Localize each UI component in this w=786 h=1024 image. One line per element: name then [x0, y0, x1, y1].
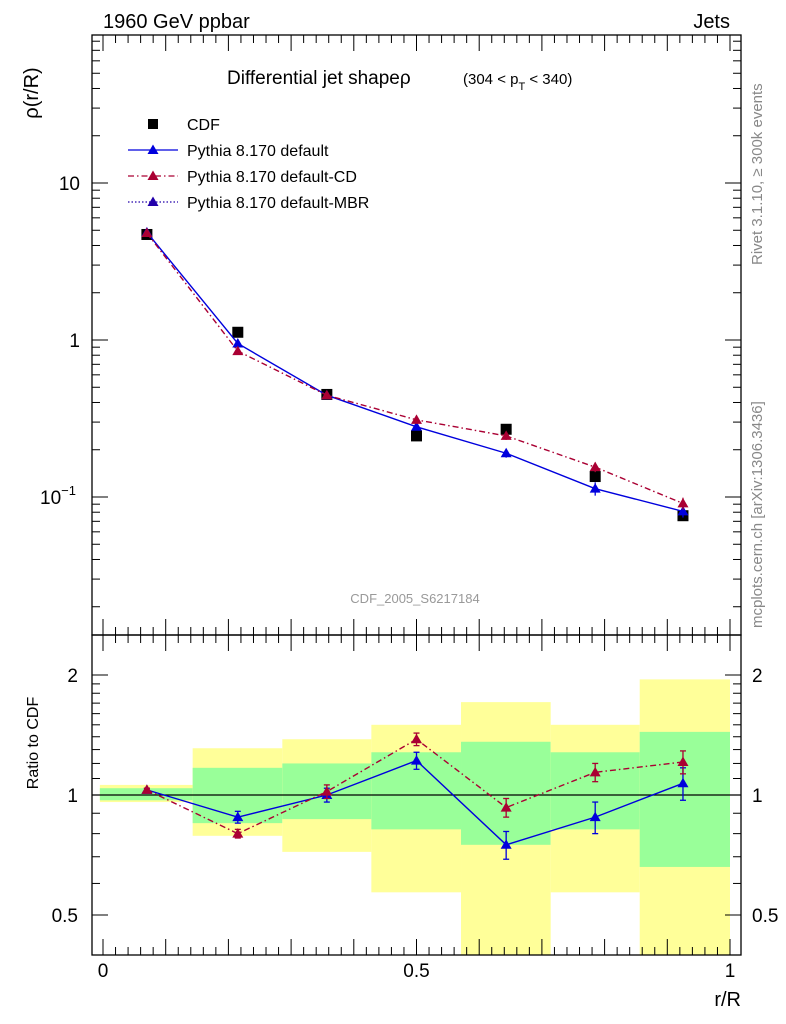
legend-label-default-cd: Pythia 8.170 default-CD — [187, 169, 357, 186]
series-point — [232, 337, 244, 348]
ratio-x-tick-label: 0.5 — [403, 961, 429, 982]
series-point — [141, 227, 153, 238]
series-point — [500, 447, 512, 458]
cdf-point — [500, 423, 512, 435]
ratio-y-tick-label: 2 — [67, 666, 78, 687]
series-point — [589, 461, 601, 472]
main-series-layer — [141, 226, 689, 522]
header-left: 1960 GeV ppbar — [103, 11, 250, 33]
cdf-point — [232, 326, 244, 338]
main-series-1 — [141, 226, 689, 518]
ratio-point — [677, 756, 689, 766]
main-axis-ticks: 10 1 10−1 — [40, 35, 741, 635]
legend-label-default: Pythia 8.170 default — [187, 143, 329, 160]
ratio-point — [232, 828, 244, 838]
ratio-point — [232, 811, 244, 822]
legend-label-default-mbr: Pythia 8.170 default-MBR — [187, 195, 369, 212]
main-legend: CDF Pythia 8.170 default Pythia 8.170 de… — [128, 117, 369, 212]
ratio-series-1 — [141, 732, 689, 839]
ratio-band-green — [461, 741, 551, 845]
ratio-uncertainty-bands — [92, 679, 741, 955]
cdf-point — [411, 430, 422, 442]
ratio-point — [141, 784, 153, 794]
series-point — [500, 430, 512, 440]
legend-label-cdf: CDF — [187, 117, 220, 134]
ratio-y-tick-label-right: 2 — [752, 666, 763, 687]
ratio-point — [677, 777, 689, 788]
main-y-tick-label: 10 — [59, 174, 80, 195]
side-label-bottom: mcplots.cern.ch [arXiv:1306.3436] — [749, 401, 766, 628]
legend-marker-default-mbr — [147, 196, 159, 206]
ratio-plot-frame — [91, 634, 742, 956]
cdf-point — [589, 471, 601, 483]
series-point — [677, 497, 689, 508]
ratio-panel: 2 2 1 1 0.5 0.5 0 0.5 1 Ratio to CDF r/R — [25, 634, 778, 1011]
ratio-point — [500, 802, 512, 812]
ratio-point — [589, 766, 601, 777]
ratio-point — [589, 811, 601, 822]
ratio-series-layer — [141, 732, 689, 860]
main-panel: CDF_2005_S6217184 10 1 10−1 ρ(r/R) Differe… — [21, 34, 742, 636]
ratio-point — [411, 733, 422, 744]
ratio-point — [321, 786, 333, 796]
main-y-tick-label: 1 — [69, 331, 80, 352]
series-point — [232, 345, 244, 356]
ratio-y-tick-label-right: 0.5 — [752, 906, 778, 927]
ratio-y-axis-label: Ratio to CDF — [25, 697, 42, 790]
side-label-top: Rivet 3.1.10, ≥ 300k events — [749, 83, 766, 265]
main-chart-title: Differential jet shapeρ — [227, 68, 411, 89]
ratio-y-tick-label: 0.5 — [52, 906, 78, 927]
series-point — [677, 505, 689, 516]
ratio-axis-ticks: 2 2 1 1 0.5 0.5 0 0.5 1 — [52, 635, 778, 982]
main-series-0 — [141, 228, 689, 522]
series-point — [411, 421, 422, 431]
ratio-band-green — [639, 731, 730, 867]
main-series-2 — [141, 227, 689, 510]
ratio-x-tick-label: 1 — [725, 961, 736, 982]
ratio-point — [500, 839, 512, 849]
ratio-x-axis-label: r/R — [714, 989, 741, 1011]
header-right: Jets — [693, 11, 730, 33]
ratio-x-tick-label: 0 — [98, 961, 109, 982]
legend-marker-default — [147, 144, 159, 154]
legend-marker-cdf — [148, 119, 158, 129]
series-point — [321, 389, 333, 400]
series-point — [589, 483, 601, 493]
ratio-point — [411, 755, 422, 765]
ratio-y-tick-label-right: 1 — [752, 786, 763, 807]
series-line — [146, 232, 684, 505]
main-chart-subtitle: (304 < pT < 340) — [463, 71, 572, 93]
ratio-y-tick-label: 1 — [67, 786, 78, 807]
main-y-axis-label: ρ(r/R) — [21, 67, 43, 118]
main-watermark: CDF_2005_S6217184 — [350, 591, 479, 606]
legend-marker-default-cd — [147, 170, 159, 180]
main-y-tick-label: 10−1 — [40, 483, 76, 509]
series-point — [411, 414, 422, 424]
series-line — [146, 231, 684, 513]
